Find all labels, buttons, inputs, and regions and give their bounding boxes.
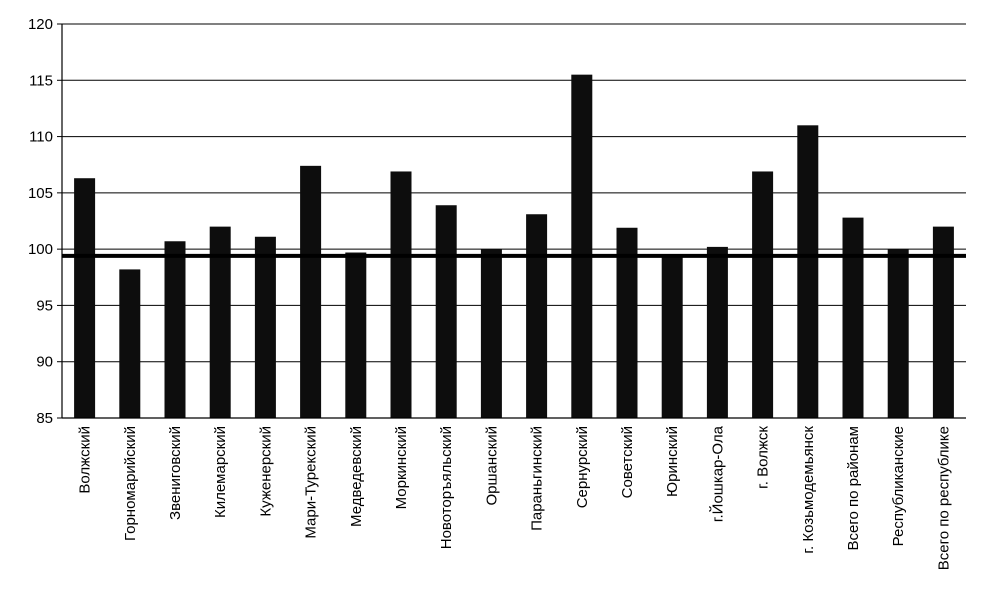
category-label-18: Всего по районам (845, 426, 862, 550)
bar-2 (119, 269, 141, 418)
category-label-15: г.Йошкар-Ола (708, 425, 726, 522)
y-tick-label-90: 90 (36, 354, 53, 371)
bar-5 (254, 236, 276, 418)
gridlines (62, 23, 966, 363)
category-label-2: Горномарийский (122, 426, 139, 541)
bar-10 (480, 249, 502, 418)
y-tick-label-95: 95 (36, 297, 53, 314)
bar-1 (74, 178, 96, 418)
category-label-7: Медведевский (348, 426, 365, 527)
category-label-11: Параньгинский (529, 426, 546, 531)
y-tick-label-115: 115 (29, 72, 53, 89)
category-label-14: Юринский (664, 426, 681, 497)
category-label-16: г. Волжск (755, 426, 772, 489)
bar-3 (164, 241, 186, 418)
category-label-20: Всего по республике (935, 426, 952, 570)
bar-16 (752, 171, 774, 418)
y-tick-label-110: 110 (29, 129, 53, 146)
bar-8 (390, 171, 412, 418)
y-tick-label-100: 100 (28, 241, 53, 258)
bar-14 (661, 254, 683, 418)
category-label-12: Сернурский (574, 426, 591, 508)
bar-6 (300, 165, 322, 418)
bar-19 (887, 249, 909, 418)
category-label-3: Звениговский (167, 426, 184, 520)
bar-13 (616, 227, 638, 418)
bar-7 (345, 252, 367, 418)
bar-20 (932, 226, 954, 418)
category-label-1: Волжский (77, 426, 94, 494)
bar-17 (797, 125, 819, 419)
bar-4 (209, 226, 231, 418)
category-label-17: г. Козьмодемьянск (800, 426, 817, 554)
y-tick-label-105: 105 (28, 185, 53, 202)
category-label-10: Оршанский (483, 426, 500, 506)
category-label-9: Новоторъяльский (438, 426, 455, 549)
category-label-4: Килемарский (212, 426, 229, 518)
y-tick-label-120: 120 (28, 16, 53, 33)
axes (61, 24, 966, 419)
category-labels: Волжский Горномарийский Звениговский Килема… (77, 425, 953, 570)
category-label-6: Мари-Турекский (303, 426, 320, 539)
bar-18 (842, 217, 864, 418)
bar-9 (435, 205, 457, 418)
bar-11 (526, 214, 548, 418)
y-tick-label-85: 85 (36, 410, 53, 427)
bar-12 (571, 74, 593, 419)
bar-15 (706, 246, 728, 418)
category-label-13: Советский (619, 426, 636, 498)
category-label-19: Республиканские (890, 426, 907, 546)
y-axis-tick-labels: 85 90 95 100 105 110 115 120 (28, 16, 62, 427)
category-label-8: Моркинский (393, 426, 410, 509)
bars (74, 74, 954, 419)
category-label-5: Куженерский (257, 426, 274, 517)
